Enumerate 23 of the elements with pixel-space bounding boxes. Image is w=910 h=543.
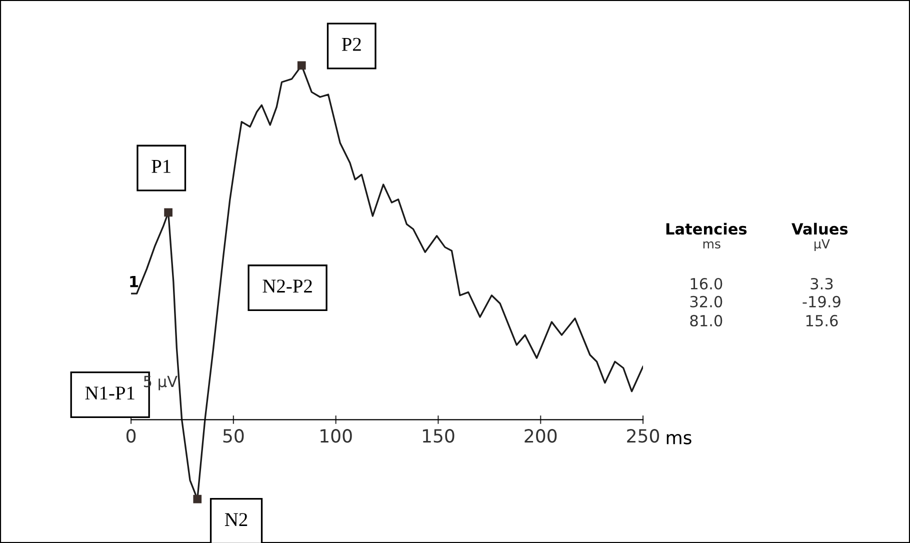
text: ms (703, 241, 720, 249)
annotation: 1 (130, 276, 138, 288)
x-tick-label: 250 (627, 429, 660, 443)
text: 16.0 (690, 278, 722, 290)
annotation: P2 (342, 38, 361, 51)
x-tick-label: 100 (320, 429, 352, 443)
x-tick-label: 150 (422, 429, 454, 443)
x-tick-label: 50 (223, 429, 244, 443)
annotation: N2-P2 (262, 280, 312, 292)
text: 15.6 (806, 314, 838, 326)
annotation: N1-P1 (85, 386, 134, 400)
x-tick-label: 200 (524, 429, 557, 443)
annotation: P1 (152, 160, 170, 173)
text: 32.0 (690, 296, 722, 308)
text: 3.3 (810, 278, 833, 290)
annotation: N2 (224, 513, 248, 526)
text: Latencies (666, 222, 747, 235)
text: 81.0 (690, 314, 722, 326)
text: Values (792, 222, 848, 235)
text: -19.9 (802, 296, 840, 308)
x-tick-label: 0 (126, 429, 136, 443)
x-axis-title: ms (666, 434, 692, 444)
text: µV (814, 239, 830, 251)
